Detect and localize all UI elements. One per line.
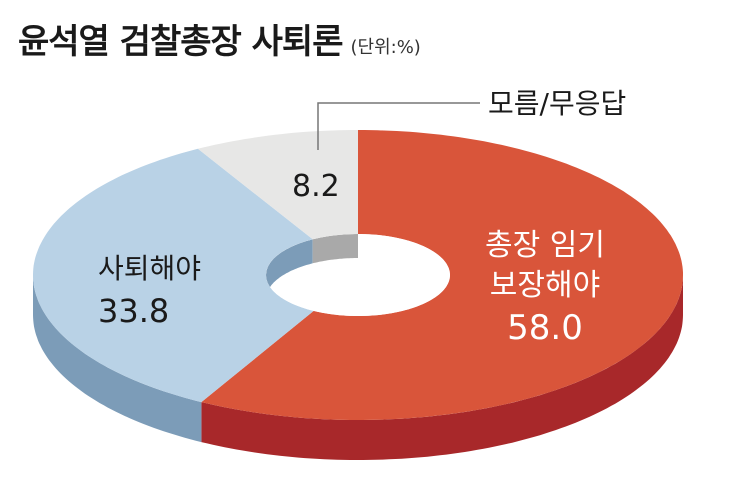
side-wall-0 bbox=[201, 275, 683, 460]
unit-label: (단위:%) bbox=[350, 37, 421, 58]
slice-0 bbox=[201, 130, 683, 420]
slice-1 bbox=[33, 148, 314, 403]
chart-title: 윤석열 검찰총장 사퇴론 bbox=[18, 22, 343, 62]
slice-label-1-0: 사퇴해야 bbox=[98, 252, 201, 285]
leader-line bbox=[317, 102, 480, 150]
slice-2 bbox=[197, 130, 358, 240]
slice-value-0: 58.0 bbox=[507, 308, 583, 348]
inner-wall-2 bbox=[312, 234, 358, 264]
side-wall-1 bbox=[33, 275, 202, 443]
slice-value-2: 8.2 bbox=[292, 169, 340, 204]
slice-value-1: 33.8 bbox=[98, 292, 169, 330]
title-block: 윤석열 검찰총장 사퇴론 (단위:%) bbox=[18, 14, 421, 63]
slice-label-0-0: 총장 임기 bbox=[485, 228, 605, 263]
slice-label-0-1: 보장해야 bbox=[490, 268, 600, 303]
inner-wall-1 bbox=[266, 239, 313, 299]
slice-label-2: 모름/무응답 bbox=[488, 87, 626, 120]
